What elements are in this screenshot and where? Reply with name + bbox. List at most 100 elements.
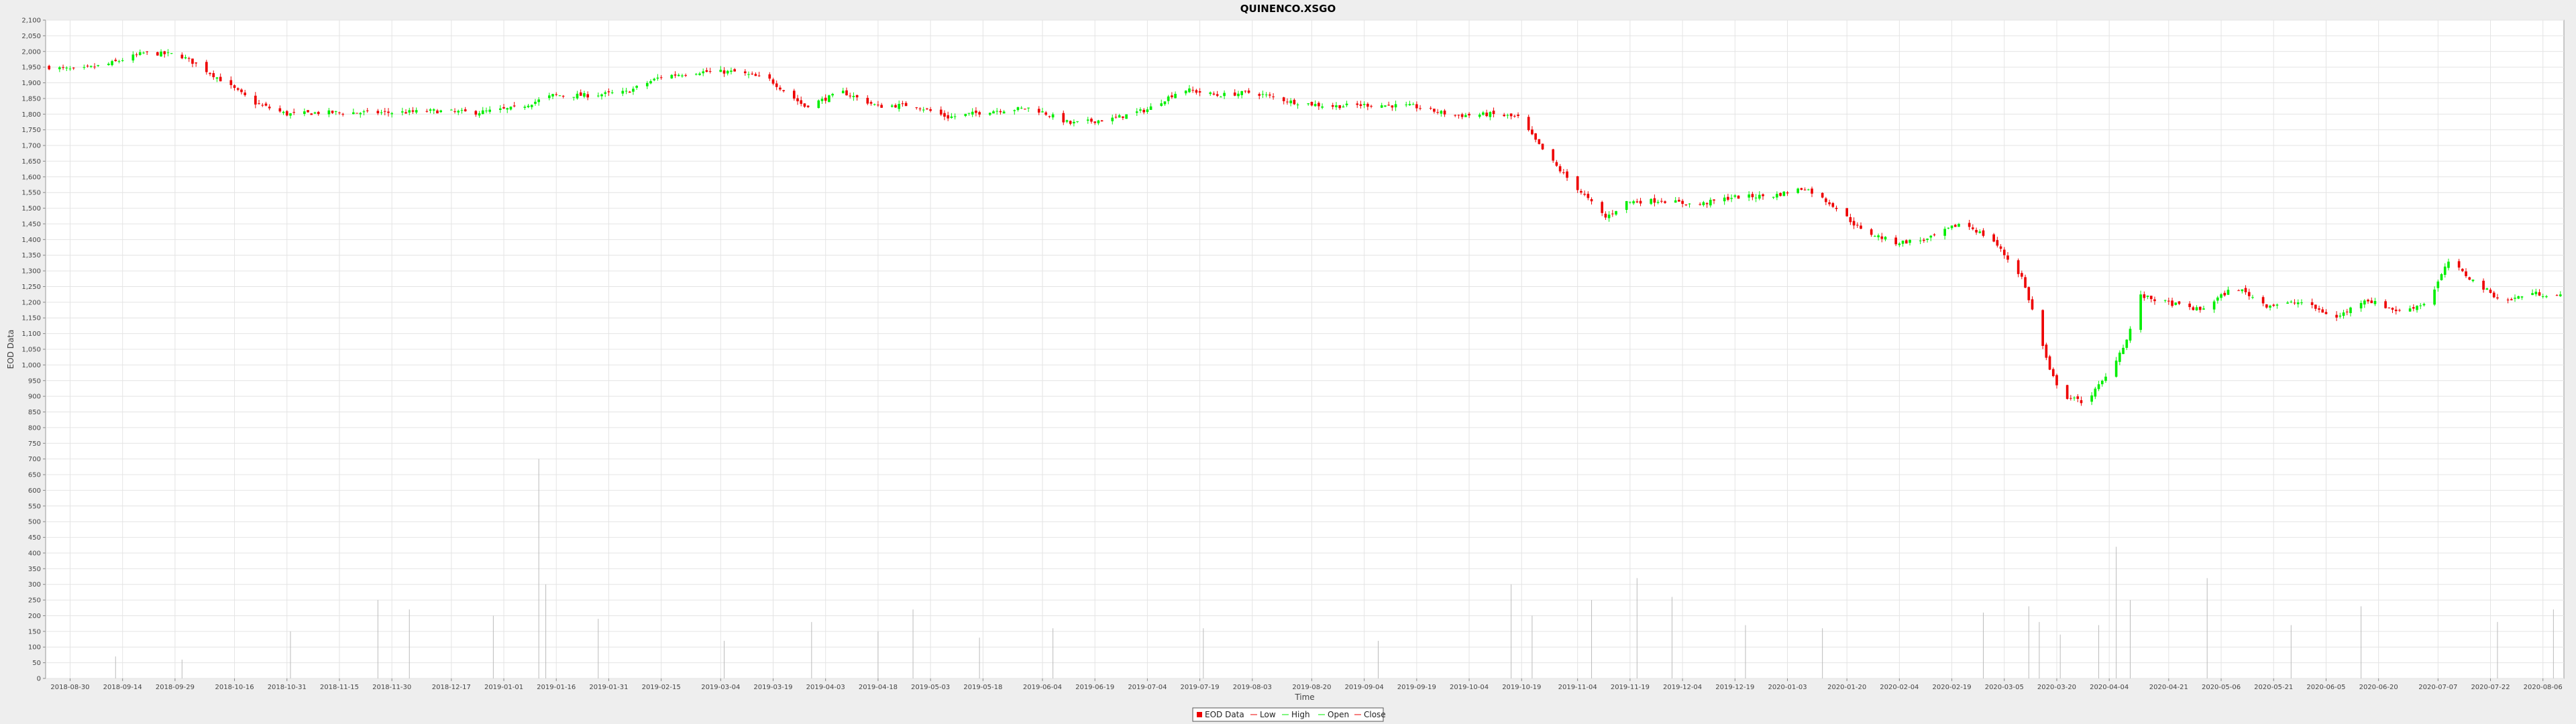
candle-body (1639, 200, 1642, 204)
candle-body (670, 74, 674, 78)
candle-body (1013, 110, 1016, 111)
candle-body (166, 52, 170, 54)
candle-body (2031, 299, 2034, 310)
candle-body (2296, 302, 2300, 304)
candle-body (191, 58, 194, 64)
candle-body (1016, 107, 1020, 111)
x-tick-label: 2019-03-04 (701, 684, 740, 691)
candle-body (1318, 103, 1320, 107)
volume-bars (115, 459, 2554, 678)
y-tick-label: 1,100 (21, 330, 41, 338)
candle-body (659, 77, 663, 78)
candle-body (439, 110, 442, 113)
candle-body (1086, 119, 1089, 121)
y-tick-label: 1,050 (21, 347, 41, 354)
candle-body (2514, 298, 2516, 299)
candle-body (1904, 240, 1908, 244)
candle-body (1828, 202, 1831, 204)
candle-body (632, 88, 635, 92)
y-tick-label: 1,400 (21, 237, 41, 244)
candle-body (828, 95, 830, 103)
y-tick-label: 900 (28, 394, 41, 401)
legend-label: Low (1260, 710, 1276, 719)
candle-body (258, 103, 260, 105)
candle-body (1411, 104, 1415, 105)
x-tick-label: 2019-03-19 (753, 684, 792, 691)
candle-body (1684, 204, 1688, 206)
candle-body (1492, 111, 1495, 115)
candle-body (1111, 117, 1114, 121)
candle-body (1293, 99, 1296, 105)
candle-body (572, 97, 576, 98)
chart-title: QUINENCO.XSGO (1240, 3, 1336, 15)
y-tick-label: 1,800 (21, 111, 41, 119)
y-tick-label: 1,650 (21, 158, 41, 166)
candle-body (1076, 121, 1079, 122)
candle-body (635, 86, 638, 88)
candle-body (1209, 92, 1212, 95)
candle-body (1562, 172, 1565, 174)
x-tick-label: 2019-12-04 (1663, 684, 1702, 691)
candle-body (1286, 101, 1289, 103)
candle-body (2555, 295, 2559, 296)
candle-body (1062, 113, 1065, 123)
candle-body (107, 64, 110, 66)
candle-body (334, 111, 337, 112)
candle-body (1041, 111, 1044, 113)
x-tick-label: 2019-08-20 (1292, 684, 1331, 691)
candle-body (2363, 300, 2366, 305)
candle-body (2045, 345, 2048, 358)
candle-body (2534, 292, 2538, 295)
candle-body (2055, 375, 2058, 385)
grid-lines (46, 19, 2564, 679)
candle-body (1362, 104, 1366, 105)
y-tick-label: 1,300 (21, 268, 41, 276)
y-tick-label: 1,600 (21, 174, 41, 181)
candle-body (831, 94, 834, 96)
candle-body (841, 90, 845, 94)
candle-body (285, 111, 288, 116)
candle-body (1240, 90, 1243, 95)
y-tick-label: 950 (28, 377, 41, 385)
candle-body (999, 111, 1002, 113)
candle-body (2538, 292, 2541, 296)
candle-body (1531, 129, 1534, 135)
candle-body (244, 93, 247, 95)
candle-body (474, 111, 478, 115)
candle-body (800, 100, 803, 104)
candle-body (2342, 312, 2345, 316)
candle-body (1884, 237, 1887, 240)
candle-body (303, 111, 306, 114)
candle-body (2324, 312, 2328, 314)
candle-body (1069, 121, 1072, 124)
candle-body (1552, 149, 1555, 161)
candle-body (436, 110, 439, 114)
candle-body (775, 83, 778, 87)
candle-body (684, 74, 687, 76)
candle-body (2220, 294, 2222, 298)
candle-body (1090, 119, 1093, 122)
y-tick-label: 2,000 (21, 48, 41, 56)
candle-body (1870, 229, 1873, 235)
legend-label: EOD Data (1205, 710, 1244, 719)
candle-body (1635, 201, 1639, 202)
candle-body (2465, 271, 2467, 276)
candle-body (2167, 300, 2170, 302)
candle-body (2370, 300, 2373, 304)
candle-body (1142, 109, 1145, 113)
candle-body (2171, 300, 2174, 306)
candle-body (498, 108, 502, 110)
candle-body (1723, 197, 1726, 202)
candle-body (97, 65, 100, 66)
candle-body (1051, 114, 1055, 118)
candle-body (527, 105, 530, 107)
candle-body (449, 109, 453, 111)
candle-body (264, 103, 268, 106)
x-tick-label: 2019-02-15 (642, 684, 681, 691)
candle-body (135, 54, 138, 56)
candle-body (1702, 202, 1705, 206)
candle-body (607, 91, 610, 93)
candle-body (656, 77, 659, 79)
candle-body (1632, 201, 1635, 204)
candle-body (292, 112, 296, 113)
